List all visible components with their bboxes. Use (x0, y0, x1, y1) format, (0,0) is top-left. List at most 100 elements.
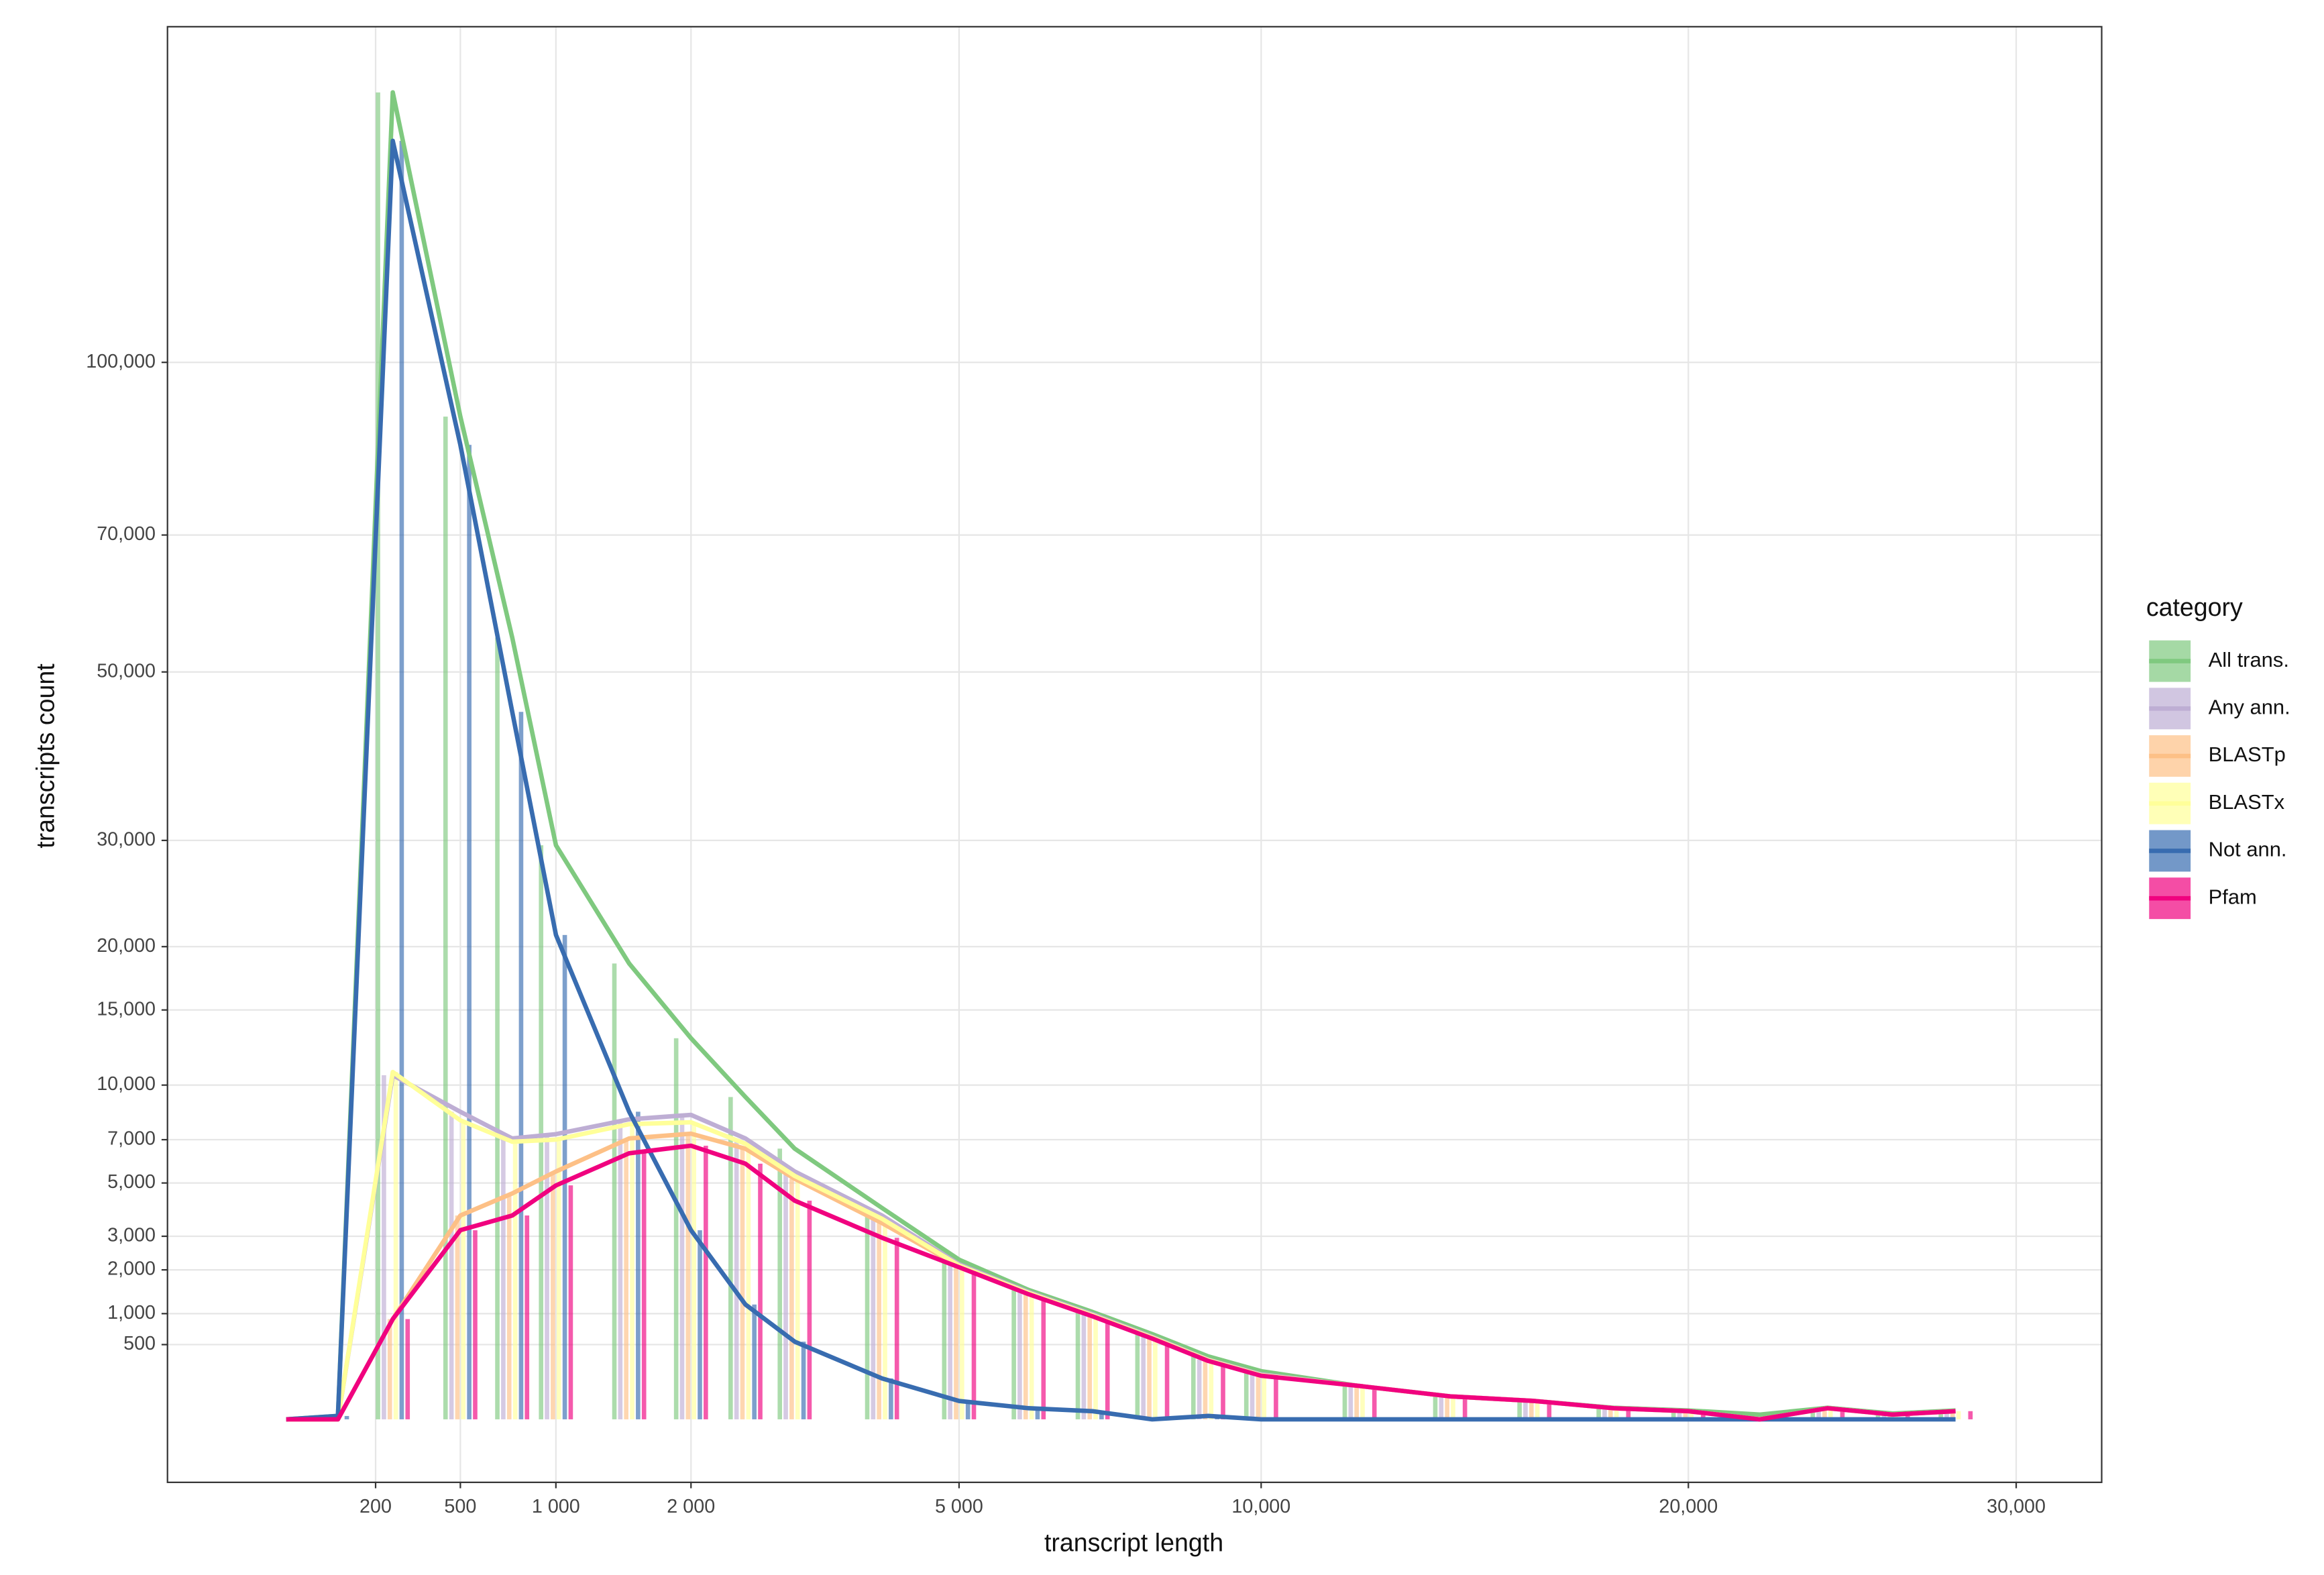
bar (1523, 1401, 1528, 1419)
bar (1274, 1375, 1278, 1419)
bar (1462, 1396, 1468, 1419)
bar (376, 92, 380, 1419)
bar (1938, 1410, 1943, 1419)
bar (506, 1193, 512, 1419)
bar (1608, 1408, 1613, 1419)
bar (728, 1097, 733, 1419)
bar (467, 445, 472, 1419)
bar (641, 1153, 647, 1419)
bar (971, 1267, 977, 1419)
bar (1105, 1316, 1110, 1419)
bar (382, 1075, 386, 1419)
bar (1950, 1411, 1955, 1419)
y-tick-label: 15,000 (97, 998, 156, 1020)
bar (512, 1142, 518, 1419)
bar (1840, 1408, 1845, 1419)
bar (1147, 1338, 1152, 1419)
legend-label: All trans. (2209, 648, 2289, 671)
bar (1029, 1293, 1034, 1419)
bar (612, 963, 617, 1419)
bar (1017, 1292, 1022, 1419)
legend-label: Any ann. (2209, 695, 2290, 718)
bar (1822, 1408, 1827, 1419)
bar (679, 1114, 685, 1419)
bar (783, 1171, 788, 1419)
bar (1099, 1411, 1104, 1419)
bar (1677, 1411, 1682, 1419)
bar (704, 1146, 708, 1419)
x-tick-label: 500 (444, 1496, 476, 1517)
bar (1433, 1396, 1438, 1419)
y-tick-label: 70,000 (97, 523, 156, 545)
bar (1905, 1414, 1910, 1419)
bar (746, 1144, 751, 1419)
bar (562, 934, 567, 1419)
bar (1135, 1334, 1140, 1419)
bar (752, 1304, 757, 1419)
series-line (286, 138, 1956, 1422)
bar (495, 637, 500, 1419)
bar (455, 1215, 460, 1419)
bar (1451, 1396, 1455, 1419)
bar (1141, 1336, 1146, 1419)
y-tick-label: 5,000 (107, 1171, 156, 1193)
y-tick-label: 10,000 (97, 1073, 156, 1095)
x-tick-label: 5 000 (935, 1496, 983, 1517)
bar (405, 1319, 410, 1419)
bar (1081, 1314, 1087, 1419)
bar (568, 1185, 573, 1419)
legend-title: category (2146, 593, 2243, 621)
legend-label: Pfam (2209, 885, 2257, 908)
bar (539, 845, 544, 1419)
y-tick-label: 3,000 (107, 1225, 156, 1246)
y-tick-label: 1,000 (107, 1302, 156, 1323)
x-tick-label: 10,000 (1231, 1496, 1290, 1517)
bar (734, 1138, 739, 1419)
x-tick-label: 20,000 (1659, 1496, 1718, 1517)
bar (624, 1138, 629, 1419)
bar (1035, 1408, 1040, 1419)
x-tick-label: 200 (359, 1496, 392, 1517)
bar (630, 1124, 634, 1419)
bar (636, 1111, 641, 1419)
bar (524, 1215, 530, 1419)
bar (1087, 1315, 1093, 1419)
bar (551, 1171, 555, 1419)
bar (1209, 1360, 1214, 1419)
bar (1153, 1337, 1158, 1419)
bar (948, 1264, 952, 1419)
bar (1535, 1401, 1540, 1419)
bar (865, 1207, 870, 1419)
bar (795, 1176, 800, 1419)
bar (1810, 1407, 1816, 1419)
grid (167, 26, 2102, 1482)
bar (449, 1111, 454, 1419)
bar (1956, 1411, 1961, 1419)
bar (871, 1215, 876, 1419)
bar (1671, 1410, 1676, 1419)
bar (1221, 1360, 1225, 1419)
bar (1614, 1408, 1619, 1419)
y-tick-label: 500 (123, 1333, 156, 1354)
legend-label: BLASTx (2209, 790, 2285, 814)
bar (387, 1319, 392, 1419)
bar (685, 1134, 691, 1419)
bar (1191, 1356, 1196, 1419)
legend-label: BLASTp (2209, 743, 2286, 766)
y-tick-label: 7,000 (107, 1128, 156, 1150)
bar (1250, 1374, 1255, 1419)
y-tick-label: 100,000 (86, 351, 156, 372)
bars (321, 92, 1973, 1419)
bar (545, 1134, 549, 1419)
bar (1701, 1411, 1706, 1419)
bar (1968, 1411, 1973, 1419)
bar (1547, 1401, 1552, 1419)
bar (1689, 1411, 1694, 1419)
bar (1887, 1414, 1893, 1419)
bar (1596, 1407, 1601, 1419)
bar (1893, 1414, 1898, 1419)
bar (1626, 1408, 1631, 1419)
x-tick-label: 1 000 (532, 1496, 580, 1517)
bar (1602, 1408, 1607, 1419)
y-tick-label: 50,000 (97, 660, 156, 682)
